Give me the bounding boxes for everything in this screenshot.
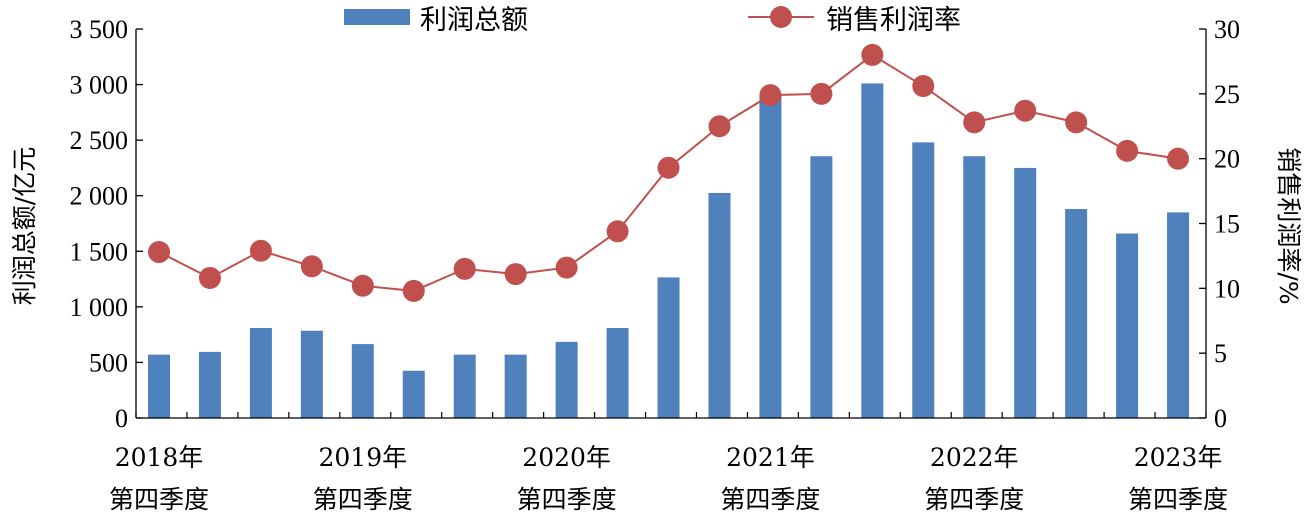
bar-profit-13 [810,156,833,418]
x-tick-label-year-1: 2019年 [318,443,407,472]
x-tick-label-quarter-3: 第四季度 [720,485,820,514]
bar-profit-1 [198,351,221,418]
y-right-tick-label-5: 25 [1214,80,1240,109]
point-profit-margin-5 [402,279,425,302]
x-tick-label-quarter-5: 第四季度 [1128,485,1228,514]
point-profit-margin-13 [810,82,833,105]
bar-profit-0 [148,354,170,418]
point-profit-margin-18 [1065,111,1088,134]
point-profit-margin-4 [351,274,374,297]
legend-bar-label: 利润总额 [420,5,528,36]
point-profit-margin-12 [759,84,782,107]
point-profit-margin-19 [1116,139,1139,162]
y-left-tick-label-2: 1 000 [70,293,129,322]
legend: 利润总额 销售利润率 [344,5,961,36]
y-left-tick-label-5: 2 500 [70,126,129,155]
legend-line-label: 销售利润率 [826,5,961,36]
y-left-tick-label-1: 500 [89,348,128,377]
point-profit-margin-16 [963,111,986,134]
y-left-tick-label-3: 1 500 [70,237,129,266]
point-profit-margin-8 [555,256,578,279]
y-right-tick-label-4: 20 [1214,145,1240,174]
x-tick-label-quarter-0: 第四季度 [109,485,209,514]
bar-profit-18 [1065,209,1088,418]
y-right-tick-label-0: 0 [1214,404,1227,433]
point-profit-margin-9 [606,220,629,243]
point-profit-margin-20 [1167,147,1190,170]
bar-profit-16 [963,156,986,418]
y-right-tick-label-1: 5 [1214,339,1227,368]
x-tick-label-quarter-4: 第四季度 [924,485,1024,514]
y-left-tick-label-6: 3 000 [70,71,129,100]
x-tick-label-year-0: 2018年 [115,443,204,472]
bar-profit-10 [657,277,680,418]
point-profit-margin-2 [249,239,272,262]
y-left-tick-label-0: 0 [115,404,128,433]
bar-profit-6 [453,354,476,418]
point-profit-margin-7 [504,263,527,286]
bar-profit-17 [1014,167,1037,418]
point-profit-margin-6 [453,257,476,280]
bar-profit-7 [504,354,527,418]
x-tick-label-year-4: 2022年 [930,443,1019,472]
x-tick-label-quarter-2: 第四季度 [517,485,617,514]
bar-profit-20 [1167,212,1190,418]
point-profit-margin-11 [708,115,731,138]
x-tick-label-year-5: 2023年 [1134,443,1223,472]
legend-line-marker [770,6,792,28]
x-tick-label-quarter-1: 第四季度 [313,485,413,514]
point-profit-margin-14 [861,43,884,66]
point-profit-margin-15 [912,75,935,98]
point-profit-margin-17 [1014,99,1037,122]
y-right-tick-label-2: 10 [1214,274,1240,303]
point-profit-margin-1 [198,266,221,289]
bar-profit-12 [759,95,782,418]
y-right-tick-label-6: 30 [1214,15,1240,44]
x-tick-label-year-2: 2020年 [522,443,611,472]
bar-profit-8 [555,341,578,418]
point-profit-margin-3 [300,255,323,278]
y-left-tick-label-7: 3 500 [70,15,129,44]
point-profit-margin-0 [148,241,170,264]
legend-bar-swatch [344,9,410,25]
bar-profit-15 [912,142,935,418]
ticks-layer: 0 500 1 000 1 500 2 000 2 500 3 000 3 500 0 5 10 15… [70,15,1241,514]
x-tick-label-year-3: 2021年 [726,443,815,472]
y-axis-left-label: 利润总额/亿元 [10,147,39,305]
y-axis-right-label: 销售利润率/% [1274,147,1303,304]
bar-profit-5 [402,370,425,418]
y-left-tick-label-4: 2 000 [70,182,129,211]
bar-profit-2 [249,327,272,418]
y-right-tick-label-3: 15 [1214,210,1240,239]
line-layer [148,43,1190,302]
bar-profit-11 [708,192,731,418]
bar-profit-3 [300,330,323,418]
bar-profit-4 [351,344,374,418]
point-profit-margin-10 [657,156,680,179]
bars-layer [148,83,1190,419]
bar-profit-14 [861,83,884,419]
bar-profit-9 [606,327,629,418]
bar-profit-19 [1116,233,1139,418]
